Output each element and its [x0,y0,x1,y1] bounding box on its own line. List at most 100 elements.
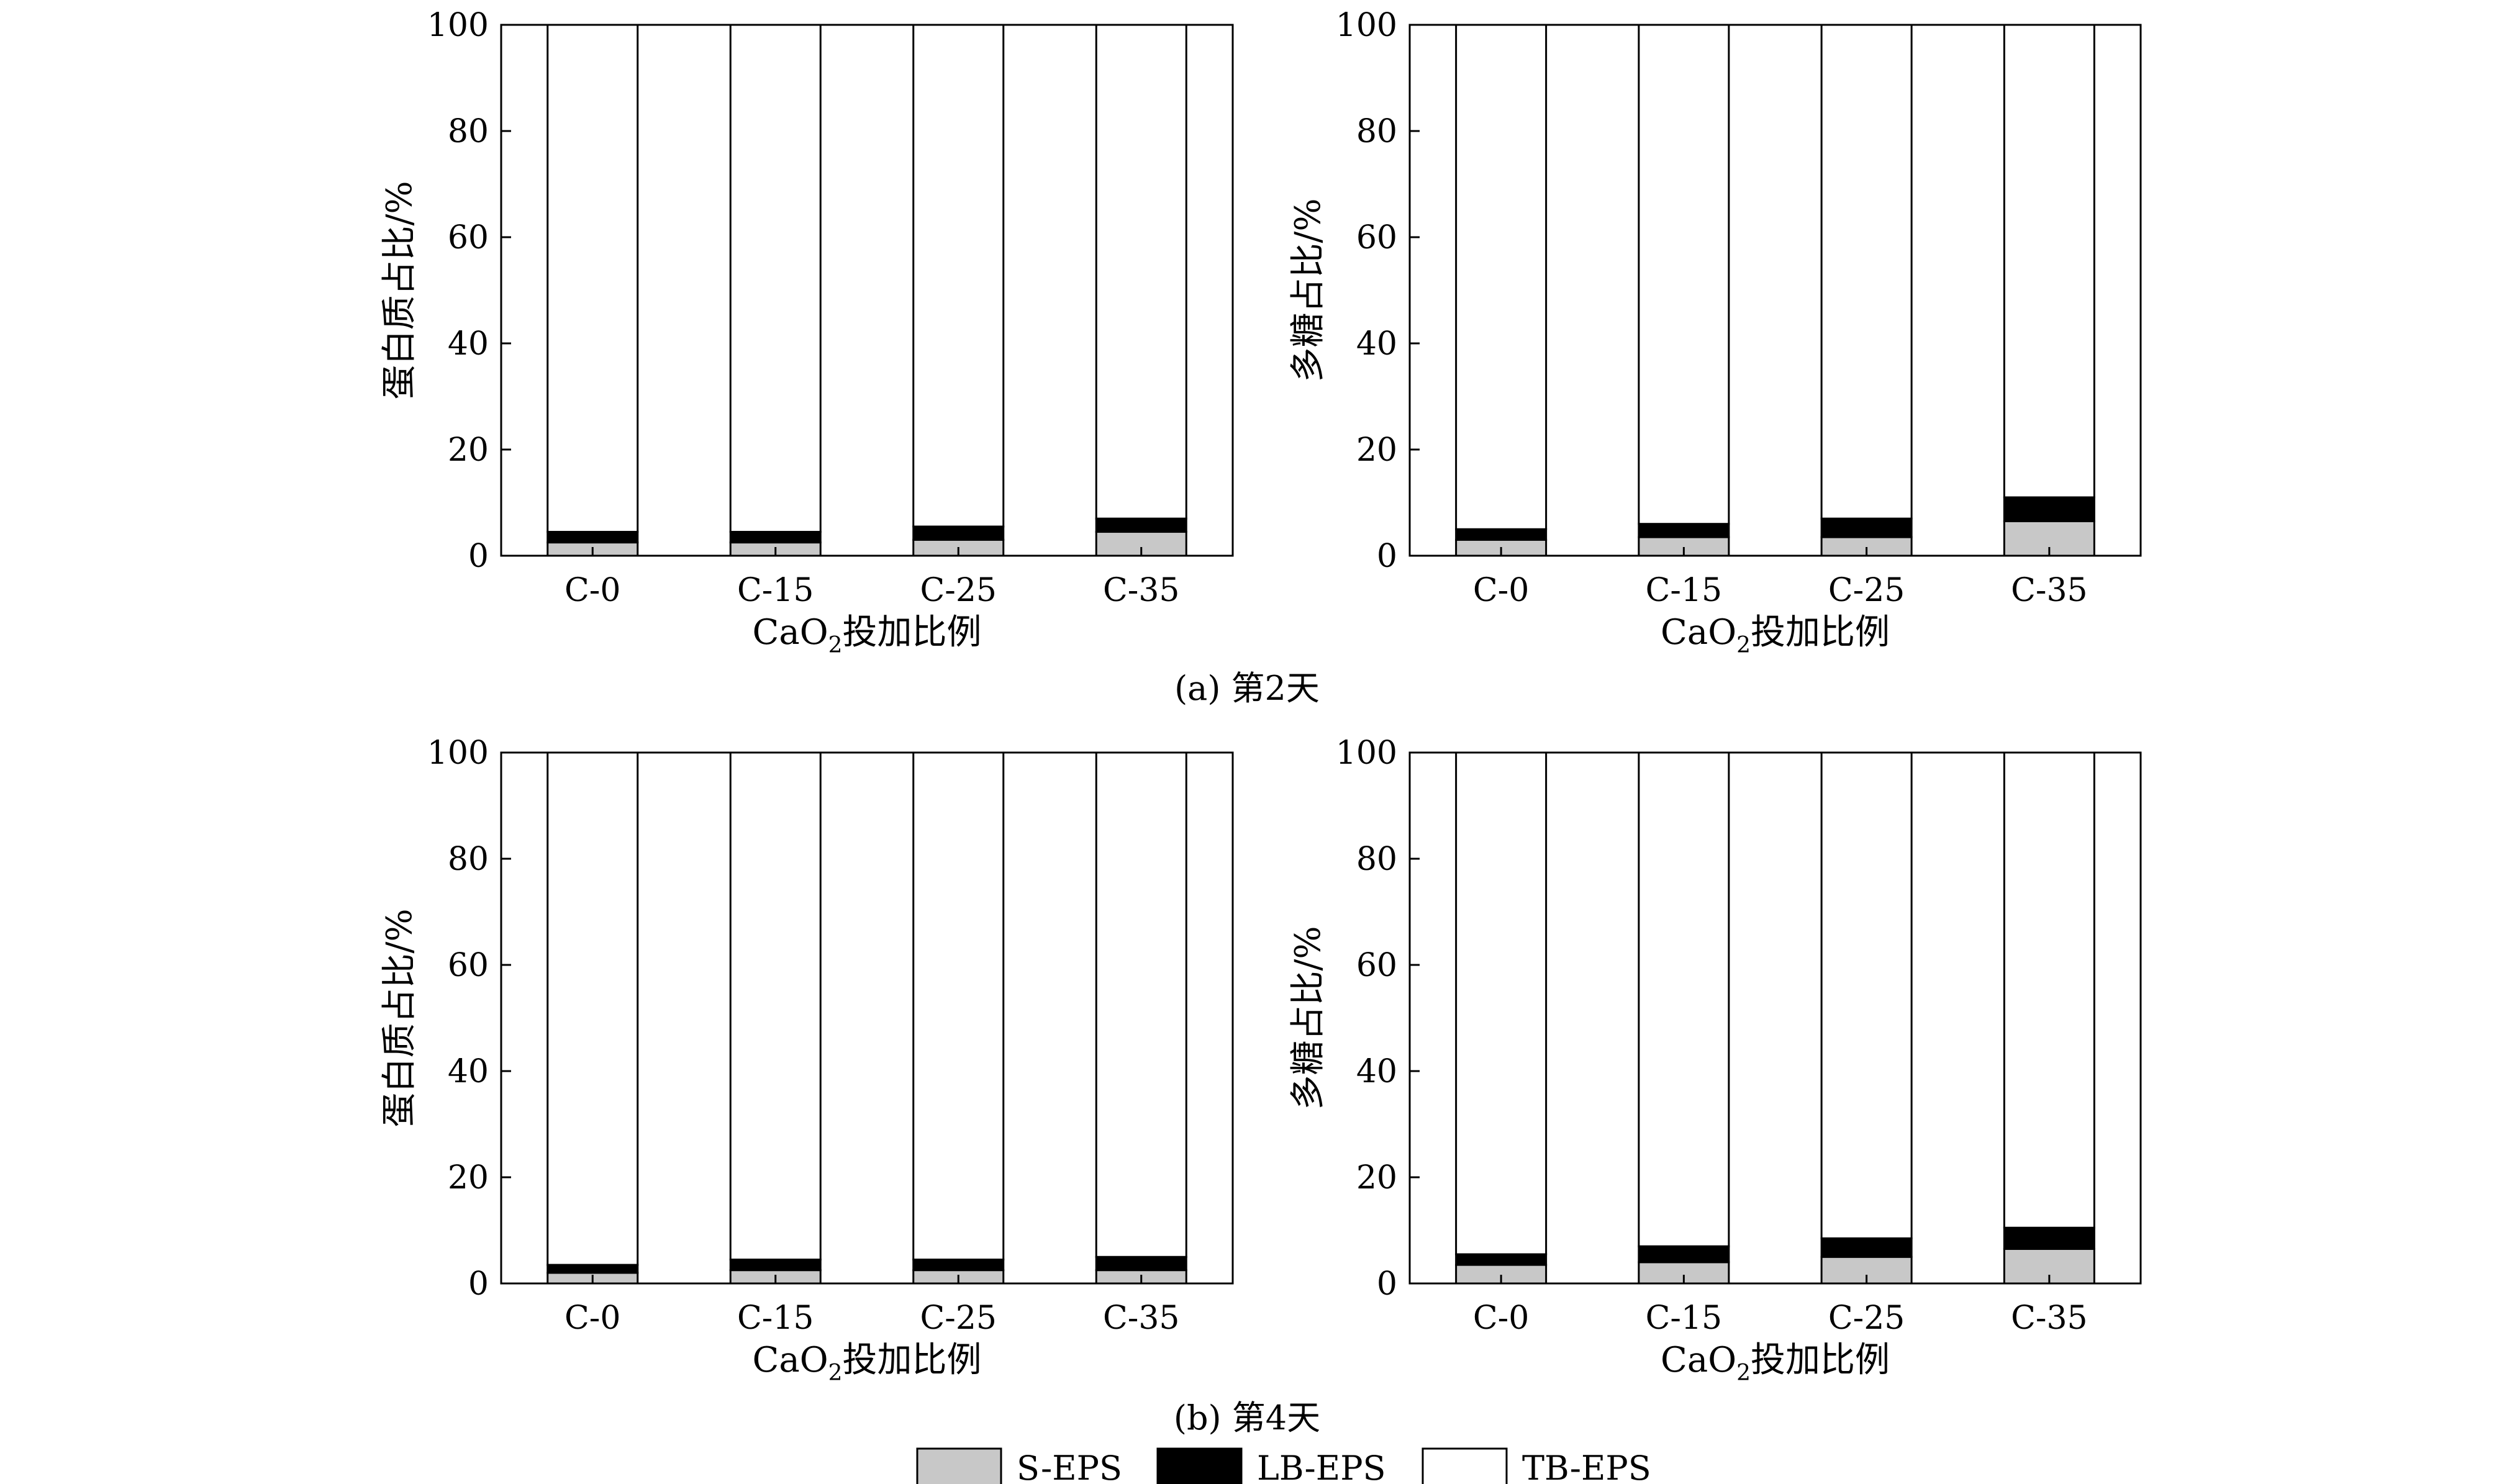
x-tick-label: C-25 [1828,572,1905,609]
y-tick-label: 20 [1356,432,1397,469]
x-tick-label: C-0 [1473,1300,1529,1337]
y-tick-label: 60 [1356,219,1397,256]
y-tick-label: 40 [448,325,489,363]
legend: S-EPS LB-EPS TB-EPS [916,1447,1651,1484]
bar-lb-eps-c-15 [729,1259,822,1272]
y-tick-label: 80 [448,841,489,878]
x-tick-label: C-0 [565,1300,620,1337]
bar-tb-eps-c-15 [1638,24,1730,525]
x-axis-title-suffix: 投加比例 [1751,1340,1890,1380]
x-tick-label: C-15 [1646,572,1723,609]
y-tick-label: 60 [1356,947,1397,984]
bar-tb-eps-c-35 [2003,24,2095,499]
y-tick-label: 60 [448,947,489,984]
x-tick-label: C-25 [1828,1300,1905,1337]
x-tick-label: C-25 [920,572,997,609]
bar-tb-eps-c-0 [546,751,639,1266]
bar-tb-eps-c-15 [729,751,822,1261]
x-tick-label: C-15 [737,572,814,609]
y-tick-label: 40 [448,1053,489,1090]
y-tick-label: 80 [1356,113,1397,150]
x-axis-title: CaO2投加比例 [1661,612,1890,658]
x-axis-title-sub: 2 [1736,633,1751,658]
x-axis-title-prefix: CaO [752,612,828,653]
x-axis-title-sub: 2 [828,633,843,658]
y-tick-label: 100 [1336,735,1397,772]
legend-swatch-tb-eps [1422,1447,1508,1484]
x-axis-title: CaO2投加比例 [1661,1340,1890,1386]
x-axis-title-sub: 2 [1736,1360,1751,1386]
bar-lb-eps-c-15 [1638,523,1730,538]
bar-tb-eps-c-25 [1820,751,1913,1239]
y-tick-label: 20 [1356,1159,1397,1197]
plot-frame [500,751,1234,1285]
legend-label-s-eps: S-EPS [1017,1449,1122,1484]
chart-4: C-0 C-15 C-25 C-35 0 20 40 60 80 100 多糖占比/% CaO2投加比… [1288,735,2142,1386]
bar-tb-eps-c-15 [1638,751,1730,1247]
bar-lb-eps-c-35 [2003,1226,2095,1250]
chart-2: C-0 C-15 C-25 C-35 0 20 40 60 80 100 多糖占比/% CaO2投加比… [1288,7,2142,658]
bar-lb-eps-c-25 [912,1259,1005,1272]
y-tick-label: 80 [448,113,489,150]
bar-lb-eps-c-35 [1095,1256,1187,1272]
x-axis-title-suffix: 投加比例 [1751,612,1890,653]
charts-layer: C-0 C-15 C-25 C-35020406080100蛋白质占比/%CaO2投加… [379,7,2142,1386]
x-axis-title: CaO2投加比例 [752,612,981,658]
x-axis-title-suffix: 投加比例 [843,612,982,653]
caption-a: (a) 第2天 [1174,669,1320,708]
bar-tb-eps-c-25 [912,751,1005,1261]
bar-tb-eps-c-35 [1095,751,1187,1258]
bar-lb-eps-c-15 [729,531,822,544]
x-axis-title-prefix: CaO [1661,612,1736,653]
bar-tb-eps-c-0 [1455,24,1548,530]
chart-1: C-0 C-15 C-25 C-35 0 20 40 60 80 100 蛋白质占比/% CaO2投加… [379,7,1234,658]
y-tick-label: 40 [1356,325,1397,363]
y-tick-label: 60 [448,219,489,256]
y-tick-label: 20 [448,1159,489,1197]
bar-lb-eps-c-0 [1455,528,1548,541]
bar-tb-eps-c-35 [2003,751,2095,1229]
y-axis-title: 蛋白质占比/% [379,181,420,399]
y-tick-label: 80 [1356,841,1397,878]
y-tick-label: 0 [1377,538,1397,575]
legend-swatch-s-eps [916,1447,1002,1484]
chart-3: C-0 C-15 C-25 C-35 0 20 40 60 80 100 蛋白质占比/% CaO2投加… [379,735,1234,1386]
y-tick-label: 100 [427,735,489,772]
bar-lb-eps-c-15 [1638,1245,1730,1264]
bar-tb-eps-c-0 [546,24,639,533]
bar-lb-eps-c-25 [912,525,1005,541]
plot-frame [500,24,1234,557]
bar-lb-eps-c-0 [1455,1253,1548,1266]
bar-lb-eps-c-0 [546,1264,639,1274]
bar-lb-eps-c-25 [1820,517,1913,538]
x-tick-label: C-35 [2011,572,2088,609]
x-tick-label: C-35 [2011,1300,2088,1337]
x-tick-label: C-15 [1646,1300,1723,1337]
legend-label-lb-eps: LB-EPS [1257,1449,1386,1484]
x-axis-title-prefix: CaO [752,1340,828,1380]
bar-tb-eps-c-0 [1455,751,1548,1256]
x-tick-label: C-35 [1103,572,1180,609]
bar-lb-eps-c-25 [1820,1237,1913,1258]
plot-frame [1408,24,2142,557]
y-tick-label: 0 [1377,1265,1397,1303]
legend-swatch-lb-eps [1156,1447,1243,1484]
x-tick-label: C-0 [565,572,620,609]
plot-frame [1408,751,2142,1285]
bar-lb-eps-c-35 [1095,517,1187,533]
x-axis-title-suffix: 投加比例 [843,1340,982,1380]
x-axis-title-prefix: CaO [1661,1340,1736,1380]
x-tick-label: C-35 [1103,1300,1180,1337]
y-axis-title: 蛋白质占比/% [379,908,420,1127]
caption-b: (b) 第4天 [1174,1398,1320,1437]
x-tick-label: C-0 [1473,572,1529,609]
y-tick-label: 0 [468,538,489,575]
bar-lb-eps-c-35 [2003,496,2095,522]
y-tick-label: 40 [1356,1053,1397,1090]
x-axis-title-sub: 2 [828,1360,843,1386]
x-tick-label: C-25 [920,1300,997,1337]
y-tick-label: 100 [1336,7,1397,44]
x-tick-label: C-15 [737,1300,814,1337]
y-tick-label: 100 [427,7,489,44]
